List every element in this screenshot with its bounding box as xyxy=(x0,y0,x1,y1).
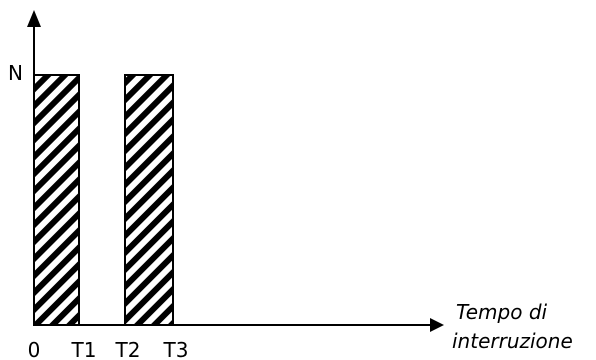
bars-layer xyxy=(33,74,174,326)
x-axis-title-line-2: interruzione xyxy=(452,329,573,353)
bar-1 xyxy=(33,74,80,326)
x-tick-label: T3 xyxy=(163,338,189,360)
x-tick-label: 0 xyxy=(28,338,41,360)
bar-2 xyxy=(124,74,174,326)
tick-labels: 0 T1 T2 T3 xyxy=(28,338,189,360)
x-tick-label: T1 xyxy=(71,338,97,360)
x-axis-arrow xyxy=(430,318,444,332)
y-axis-title: N xyxy=(8,61,23,85)
x-tick-label: T2 xyxy=(115,338,141,360)
y-axis-arrow xyxy=(27,10,41,27)
x-axis-title-line-1: Tempo di xyxy=(456,300,548,324)
